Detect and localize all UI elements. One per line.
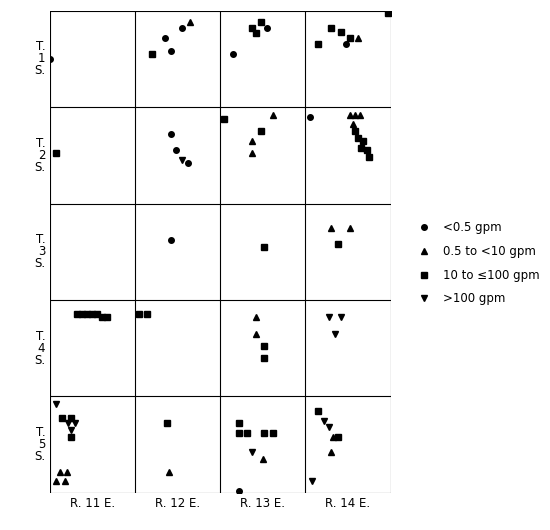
Legend: <0.5 gpm, 0.5 to <10 gpm, 10 to ≤100 gpm, >100 gpm: <0.5 gpm, 0.5 to <10 gpm, 10 to ≤100 gpm… xyxy=(410,219,542,308)
